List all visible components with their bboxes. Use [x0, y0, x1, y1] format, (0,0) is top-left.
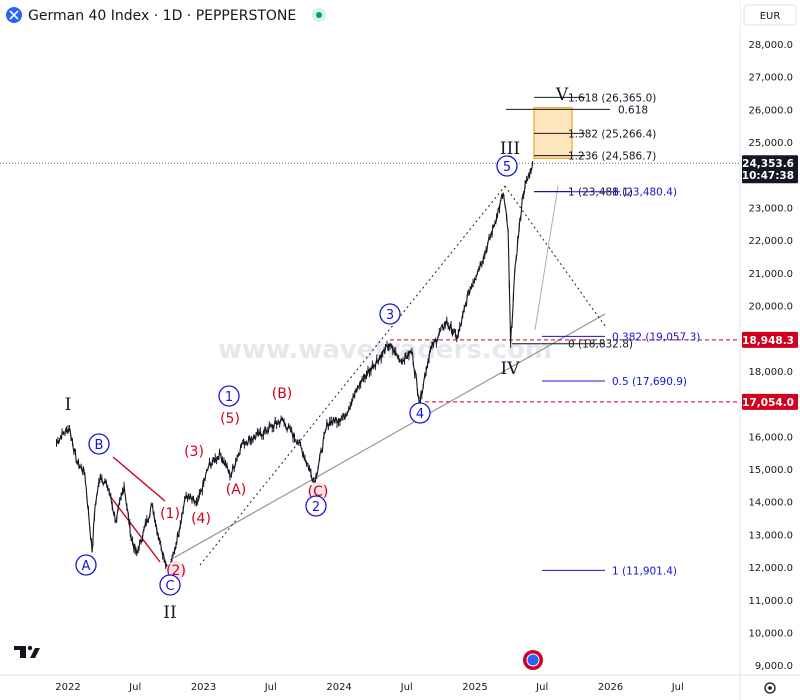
fib-level-label: 0 (18,832.8) — [568, 339, 633, 351]
wave-circle — [496, 155, 518, 177]
wave-label-blue: 2 — [312, 500, 320, 515]
symbol-title: German 40 Index · 1D · PEPPERSTONE — [28, 8, 296, 24]
wave-label-roman: V — [555, 85, 569, 105]
y-tick-label: 9,000.0 — [755, 661, 793, 672]
y-tick-label: 12,000.0 — [748, 563, 793, 574]
wave-label-red: (A) — [226, 482, 247, 498]
fib-level-label: 0.618 — [618, 104, 648, 116]
wave-label-roman: III — [500, 139, 520, 159]
wave-label-red: (3) — [184, 444, 204, 460]
wave-label-blue: 4 — [416, 407, 424, 422]
x-tick-label: Jul — [264, 682, 277, 693]
projection-line — [534, 185, 559, 331]
y-tick-label: 20,000.0 — [748, 302, 793, 313]
settings-gear-icon[interactable] — [764, 682, 776, 694]
symbol-logo[interactable] — [6, 7, 22, 23]
y-tick-label: 11,000.0 — [748, 596, 793, 607]
trendline-dotted-up — [199, 185, 506, 566]
x-tick-label: Jul — [400, 682, 413, 693]
x-tick-label: 2025 — [462, 682, 487, 693]
x-tick-label: Jul — [671, 682, 684, 693]
y-tick-label: 28,000.0 — [748, 40, 793, 51]
wave-label-blue: 3 — [386, 308, 394, 323]
wave-label-roman: IV — [501, 359, 521, 379]
wave-label-blue: B — [95, 438, 104, 453]
y-tick-label: 14,000.0 — [748, 498, 793, 509]
x-tick-label: Jul — [535, 682, 548, 693]
wave-circle — [379, 303, 401, 325]
y-tick-label: 13,000.0 — [748, 530, 793, 541]
wave-label-blue: A — [82, 559, 91, 574]
price-tag-label: 17,054.0 — [742, 397, 794, 409]
wave-circle — [409, 402, 431, 424]
fib-level-label: 1.382 (25,266.4) — [568, 128, 656, 140]
wave-circle — [75, 554, 97, 576]
tv-logo-mark — [14, 646, 26, 658]
trendline-support — [169, 313, 606, 561]
price-tag — [742, 155, 798, 184]
currency-button[interactable] — [743, 4, 797, 26]
wave-circle — [218, 385, 240, 407]
fib-level-label: 0.382 (19,057.3) — [612, 331, 700, 343]
header-bar — [0, 0, 740, 30]
price-tag — [742, 393, 798, 410]
gear-ring — [764, 682, 776, 694]
y-tick-label: 23,000.0 — [748, 203, 793, 214]
price-tag — [742, 331, 798, 348]
wave-label-red: (5) — [220, 411, 240, 427]
market-status-dot — [316, 12, 322, 18]
wedge-line-upper — [112, 456, 166, 502]
price-series-line — [56, 163, 534, 576]
tv-logo-dot — [27, 645, 33, 651]
x-tick-label: 2022 — [55, 682, 80, 693]
wave-circle — [159, 574, 181, 596]
fib-level-label: 0.5 (17,690.9) — [612, 376, 687, 388]
price-tag-label: 18,948.3 — [742, 335, 794, 347]
close-x-icon — [9, 10, 19, 20]
tv-logo-slash — [30, 648, 40, 658]
price-axis-bg — [740, 0, 800, 700]
price-tag-label: 24,353.6 — [742, 158, 794, 170]
fib-level-label: 1 (23,488.1) — [568, 186, 633, 198]
tradingview-logo — [14, 645, 40, 658]
wave-circle — [305, 495, 327, 517]
currency-label: EUR — [760, 11, 781, 22]
x-tick-label: 2026 — [598, 682, 623, 693]
wave-circle — [88, 433, 110, 455]
wave-label-roman: II — [163, 603, 176, 623]
x-tick-label: 2023 — [191, 682, 216, 693]
event-globe-icon — [526, 653, 540, 667]
y-tick-label: 26,000.0 — [748, 105, 793, 116]
wave-label-roman: I — [65, 395, 72, 415]
x-tick-label: 2024 — [326, 682, 351, 693]
y-tick-label: 16,000.0 — [748, 432, 793, 443]
y-tick-label: 21,000.0 — [748, 269, 793, 280]
fib-level-label: 1.236 (24,586.7) — [568, 151, 656, 163]
fib-level-label: 1 (11,901.4) — [612, 565, 677, 577]
y-tick-label: 10,000.0 — [748, 628, 793, 639]
y-tick-label: 15,000.0 — [748, 465, 793, 476]
wave-label-blue: 5 — [503, 160, 511, 175]
price-tag-sublabel: 10:47:38 — [742, 170, 794, 182]
y-tick-label: 27,000.0 — [748, 73, 793, 84]
wave-label-red: (B) — [272, 386, 293, 402]
fib-level-label: 1.618 (26,365.0) — [568, 92, 656, 104]
wave-label-blue: 1 — [225, 390, 233, 405]
gear-center — [768, 686, 772, 690]
wave-label-red: (1) — [160, 506, 180, 522]
y-tick-label: 18,000.0 — [748, 367, 793, 378]
y-tick-label: 25,000.0 — [748, 138, 793, 149]
x-tick-label: Jul — [128, 682, 141, 693]
y-tick-label: 22,000.0 — [748, 236, 793, 247]
fib-level-label: 1 (23,480.4) — [612, 187, 677, 199]
trendline-dotted-down — [504, 185, 606, 327]
wave-label-red: (4) — [191, 511, 211, 527]
wave-label-blue: C — [165, 579, 174, 594]
